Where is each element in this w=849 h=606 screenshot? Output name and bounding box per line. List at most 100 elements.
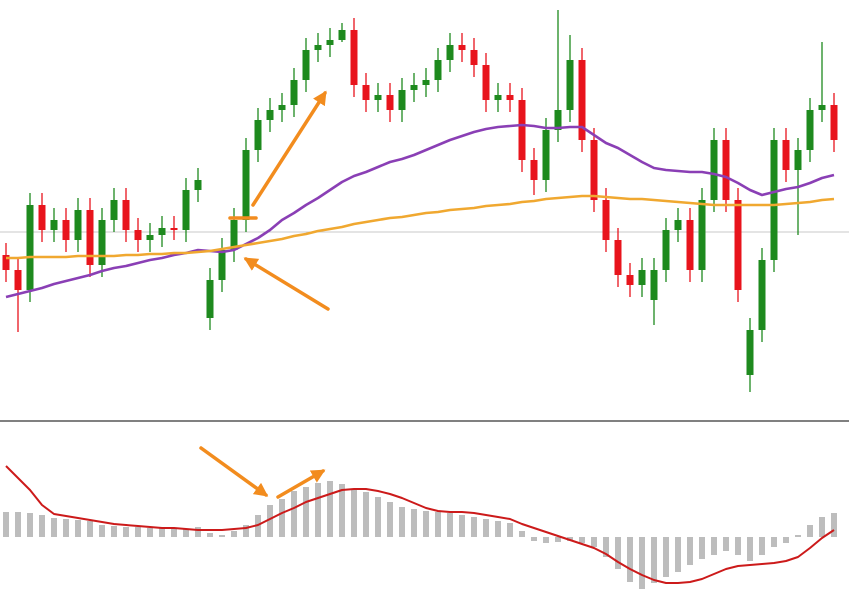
histogram-bar: [87, 521, 93, 537]
candle-body: [86, 210, 94, 265]
candle-body: [26, 205, 34, 290]
histogram-bar: [507, 523, 513, 537]
candle-body: [638, 270, 646, 285]
histogram-bar: [315, 483, 321, 537]
histogram-bar: [531, 537, 537, 541]
candle-body: [206, 280, 214, 318]
histogram-bar: [63, 519, 69, 537]
candle-body: [746, 330, 754, 375]
histogram-bar: [435, 512, 441, 537]
annotations: [199, 90, 330, 499]
candle-body: [518, 100, 526, 160]
candle-body: [110, 200, 118, 220]
histogram-bar: [471, 517, 477, 537]
histogram-bar: [51, 518, 57, 537]
histogram-bar: [591, 537, 597, 547]
candle-body: [122, 200, 130, 230]
candle-body: [650, 270, 658, 300]
candle-body: [230, 220, 238, 250]
candle-body: [398, 90, 406, 110]
candle-body: [710, 140, 718, 200]
histogram-bar: [543, 537, 549, 543]
histogram-bar: [555, 537, 561, 542]
candle-body: [326, 40, 334, 45]
histogram-bar: [27, 513, 33, 537]
candle-body: [242, 150, 250, 220]
histogram-bar: [159, 528, 165, 537]
histogram-bar: [231, 531, 237, 537]
candle-body: [602, 200, 610, 240]
histogram-bar: [723, 537, 729, 551]
candle-body: [530, 160, 538, 180]
histogram-bar: [267, 505, 273, 537]
histogram-bar: [207, 533, 213, 537]
histogram-bar: [15, 512, 21, 537]
histogram-bar: [675, 537, 681, 572]
histogram-bar: [399, 507, 405, 537]
histogram-bar: [795, 535, 801, 537]
histogram-bar: [459, 515, 465, 537]
candle-body: [14, 270, 22, 290]
histogram-bar: [759, 537, 765, 555]
arrow: [276, 469, 326, 499]
candle-body: [470, 50, 478, 65]
macd-panel: [3, 465, 837, 589]
histogram-bar: [3, 512, 9, 537]
candle-body: [50, 220, 58, 230]
candle-body: [362, 85, 370, 100]
histogram-bar: [387, 502, 393, 537]
candle-body: [338, 30, 346, 40]
histogram-bar: [639, 537, 645, 589]
candle-body: [218, 250, 226, 280]
price-panel: [0, 10, 849, 392]
moving-average: [5, 123, 835, 299]
histogram-bar: [663, 537, 669, 577]
histogram-bar: [339, 484, 345, 537]
candle-body: [134, 230, 142, 240]
signal-line: [5, 465, 835, 584]
histogram-bar: [183, 529, 189, 537]
candle-body: [410, 85, 418, 90]
candle-body: [662, 230, 670, 270]
candle-body: [554, 110, 562, 130]
candle-body: [350, 30, 358, 85]
arrow: [243, 257, 330, 311]
histogram-bar: [75, 520, 81, 537]
candle-body: [386, 95, 394, 110]
candle-body: [578, 60, 586, 140]
histogram-bar: [279, 499, 285, 537]
histogram-bar: [699, 537, 705, 559]
histogram-bar: [483, 519, 489, 537]
histogram-bar: [351, 489, 357, 537]
histogram-bar: [171, 529, 177, 537]
candle-body: [542, 130, 550, 180]
histogram-bar: [603, 537, 609, 557]
arrow: [251, 90, 327, 207]
histogram-bar: [375, 497, 381, 537]
candle-body: [818, 105, 826, 110]
candle-body: [722, 140, 730, 200]
histogram-bar: [627, 537, 633, 582]
histogram-bar: [411, 509, 417, 537]
histogram-bar: [807, 525, 813, 537]
candle-body: [698, 200, 706, 270]
candle-body: [2, 255, 10, 270]
histogram-bar: [495, 521, 501, 537]
candle-body: [158, 228, 166, 235]
histogram-bar: [111, 526, 117, 537]
candle-body: [494, 95, 502, 100]
candle-body: [770, 140, 778, 260]
histogram-bar: [687, 537, 693, 565]
histogram-bar: [327, 481, 333, 537]
histogram-bar: [123, 527, 129, 537]
histogram-bar: [735, 537, 741, 555]
histogram-bar: [519, 531, 525, 537]
histogram-bar: [831, 513, 837, 537]
histogram-bar: [711, 537, 717, 555]
histogram-bar: [747, 537, 753, 561]
candle-body: [170, 228, 178, 230]
histogram-bar: [363, 492, 369, 537]
candle-body: [266, 110, 274, 120]
histogram-bar: [243, 525, 249, 537]
arrow: [199, 446, 269, 497]
